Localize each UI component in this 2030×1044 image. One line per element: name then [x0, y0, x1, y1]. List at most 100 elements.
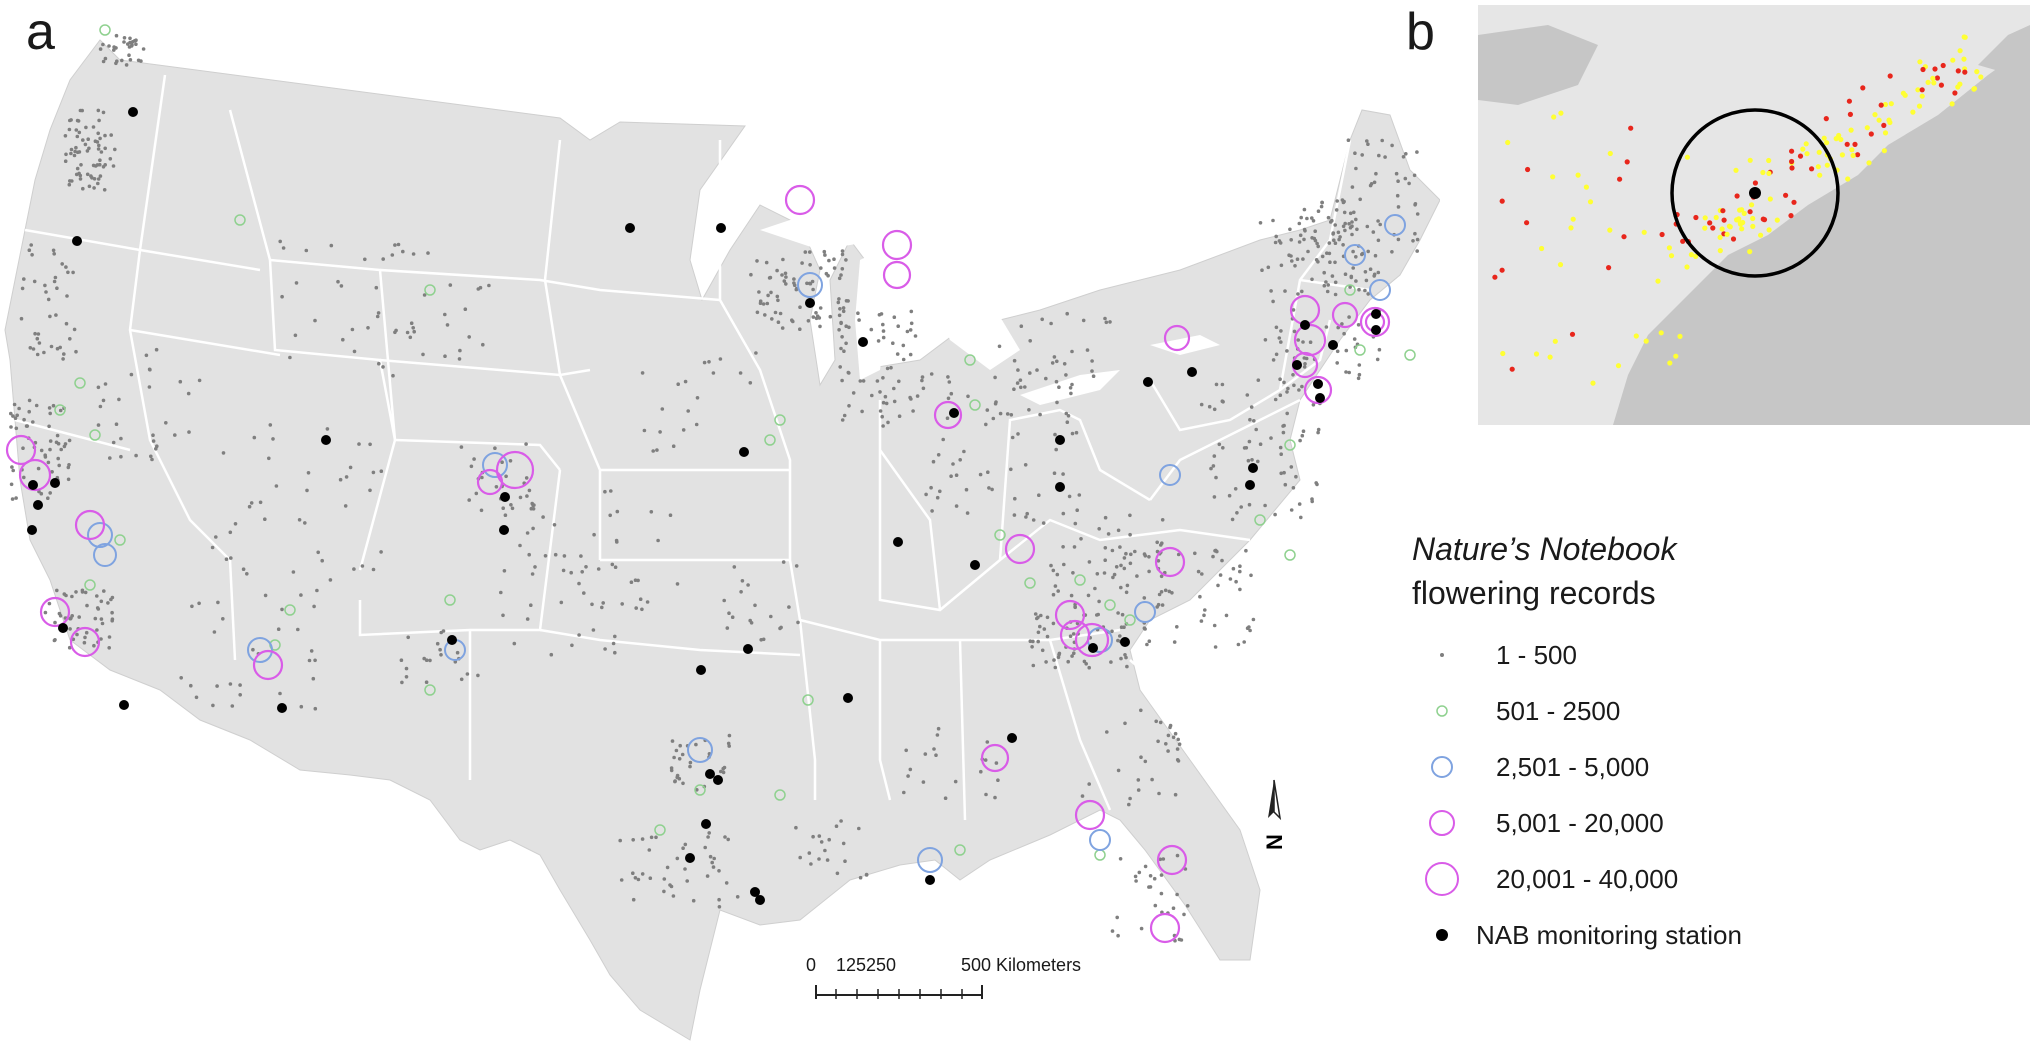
record-dot [847, 325, 851, 330]
inset-ocean [1613, 45, 2030, 425]
record-circle-green [284, 604, 296, 616]
record-dot [881, 400, 886, 405]
record-dot [78, 177, 83, 181]
inset-record-dot [1550, 174, 1556, 180]
record-dot [1383, 155, 1387, 159]
record-dot [1036, 630, 1041, 635]
legend-label-1-500: 1 - 500 [1496, 639, 1577, 670]
record-dot [1128, 513, 1132, 518]
record-dot [95, 628, 99, 632]
record-dot [1035, 368, 1039, 372]
record-dot [350, 327, 355, 332]
record-dot [642, 428, 647, 433]
inset-record-dot [1688, 252, 1694, 258]
record-dot [962, 449, 966, 454]
record-dot [101, 110, 106, 115]
record-dot [1129, 552, 1133, 557]
record-dot [857, 318, 861, 322]
record-dot [636, 877, 641, 882]
record-dot [98, 174, 103, 178]
record-dot [67, 182, 72, 187]
record-dot [994, 400, 998, 404]
record-dot [787, 605, 791, 609]
record-dot [1415, 237, 1420, 242]
record-dot [809, 862, 813, 866]
record-dot [562, 554, 567, 558]
record-dot [1119, 625, 1124, 629]
inset-record-dot [1925, 79, 1931, 85]
inset-record-dot [1659, 231, 1665, 238]
record-dot [791, 319, 795, 324]
record-dot [707, 831, 711, 835]
record-dot [376, 311, 381, 315]
record-dot [263, 593, 268, 598]
record-dot [1212, 407, 1217, 412]
record-dot [371, 470, 376, 475]
record-dot [936, 453, 941, 457]
inset-record-dot [1864, 125, 1870, 131]
record-dot [291, 570, 296, 574]
record-dot [732, 565, 737, 569]
record-dot [1096, 612, 1100, 617]
record-dot [858, 875, 863, 880]
record-dot [527, 552, 531, 557]
inset-record-dot [1752, 180, 1758, 186]
record-dot [1322, 283, 1327, 288]
record-dot [404, 666, 409, 671]
record-dot [591, 628, 596, 632]
legend-title-italic: Nature’s Notebook [1412, 531, 1677, 567]
record-dot [1073, 602, 1077, 607]
record-dot [592, 532, 596, 537]
record-dot [1375, 357, 1380, 362]
record-dot [296, 627, 300, 632]
record-dot [792, 277, 796, 281]
record-dot [307, 658, 312, 663]
record-dot [817, 857, 821, 861]
record-dot [1064, 411, 1069, 416]
record-dot [1415, 212, 1420, 216]
record-dot [55, 433, 60, 438]
record-dot [1249, 573, 1253, 578]
legend-black-dot-icon [1412, 907, 1472, 963]
record-dot [878, 390, 882, 394]
inset-record-dot [1617, 176, 1623, 182]
record-dot [46, 460, 51, 465]
record-dot [803, 250, 808, 254]
inset-record-dot [1500, 350, 1506, 357]
record-dot [1310, 216, 1314, 220]
record-dot [438, 647, 442, 652]
record-dot [151, 439, 156, 443]
map-legend: Nature’s Notebook flowering records 1 - … [1412, 527, 2012, 963]
record-dot [99, 637, 103, 641]
record-dot [984, 422, 988, 427]
record-dot [65, 294, 69, 298]
records-5001-40000-circles [5, 184, 1391, 944]
record-dot [1118, 634, 1122, 638]
record-dot [685, 879, 689, 883]
inset-record-dot [1824, 140, 1830, 146]
record-dot [348, 465, 353, 470]
inset-record-dot [1881, 122, 1887, 128]
record-dot [1358, 197, 1362, 202]
record-dot [214, 535, 218, 539]
inset-record-dot [1492, 274, 1498, 280]
record-dot [553, 552, 558, 557]
record-dot [1366, 142, 1370, 146]
record-dot [150, 457, 154, 462]
record-dot [913, 334, 918, 338]
record-dot [44, 290, 48, 294]
record-dot [127, 45, 132, 49]
inset-record-dot [1789, 165, 1795, 171]
record-dot [1051, 592, 1056, 597]
record-dot [1103, 316, 1107, 321]
record-dot [74, 145, 78, 150]
record-dot [915, 394, 920, 398]
record-dot [1116, 768, 1121, 773]
inset-record-dot [1607, 227, 1613, 233]
record-dot [735, 895, 740, 899]
record-dot [636, 578, 640, 583]
record-dot [1175, 747, 1180, 751]
record-dot [1312, 236, 1317, 241]
legend-item-nab-station: NAB monitoring station [1412, 907, 2012, 963]
record-dot [844, 324, 848, 329]
